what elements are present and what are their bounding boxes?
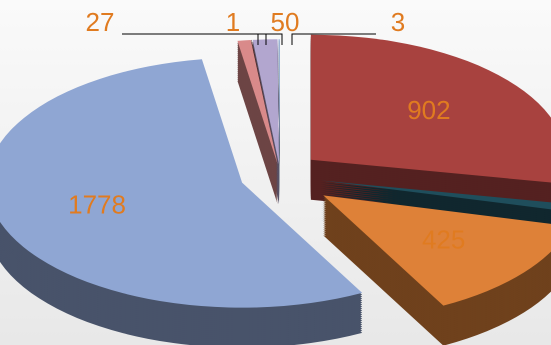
slice — [320, 180, 551, 210]
slice-side — [237, 65, 278, 191]
leader-line — [263, 33, 283, 45]
slice — [252, 39, 280, 165]
slice — [0, 59, 363, 308]
data-label: 27 — [86, 7, 115, 37]
data-label: 3 — [391, 7, 405, 37]
slice — [323, 195, 551, 306]
slice-side — [251, 41, 279, 167]
slice-side — [237, 45, 278, 171]
data-label: 50 — [271, 7, 300, 37]
slice-side — [237, 43, 278, 169]
slice — [310, 34, 551, 183]
data-label: 902 — [407, 95, 450, 125]
data-label: 425 — [422, 225, 465, 255]
slice-side — [237, 49, 278, 175]
slice-side — [320, 188, 551, 218]
slice — [251, 39, 279, 165]
slice-side — [320, 182, 551, 212]
slice-side — [237, 59, 278, 185]
slice-side — [237, 75, 278, 201]
slice-side — [237, 69, 278, 195]
slice-side — [237, 73, 278, 199]
slice-side — [237, 57, 278, 183]
leader-line — [291, 33, 376, 45]
slice-side — [237, 61, 278, 187]
slice-side — [237, 71, 278, 197]
slice — [278, 39, 280, 165]
slice-side — [320, 186, 551, 216]
slice-side — [320, 184, 551, 214]
slice-side — [237, 47, 278, 173]
slice-side — [237, 79, 278, 205]
slice-side — [237, 67, 278, 193]
plot: 902 425 1778 27 1 50 3 — [0, 7, 551, 345]
slice-side — [237, 41, 278, 167]
slice — [237, 39, 278, 165]
slice-side — [237, 53, 278, 179]
slice-side — [237, 51, 278, 177]
slice-side — [237, 77, 278, 203]
slice-side — [320, 192, 551, 222]
slice-side — [320, 194, 551, 224]
data-label: 1778 — [68, 189, 126, 219]
data-label: 1 — [226, 7, 240, 37]
slice-side — [320, 190, 551, 220]
slice-side — [237, 63, 278, 189]
slice-side — [237, 55, 278, 181]
